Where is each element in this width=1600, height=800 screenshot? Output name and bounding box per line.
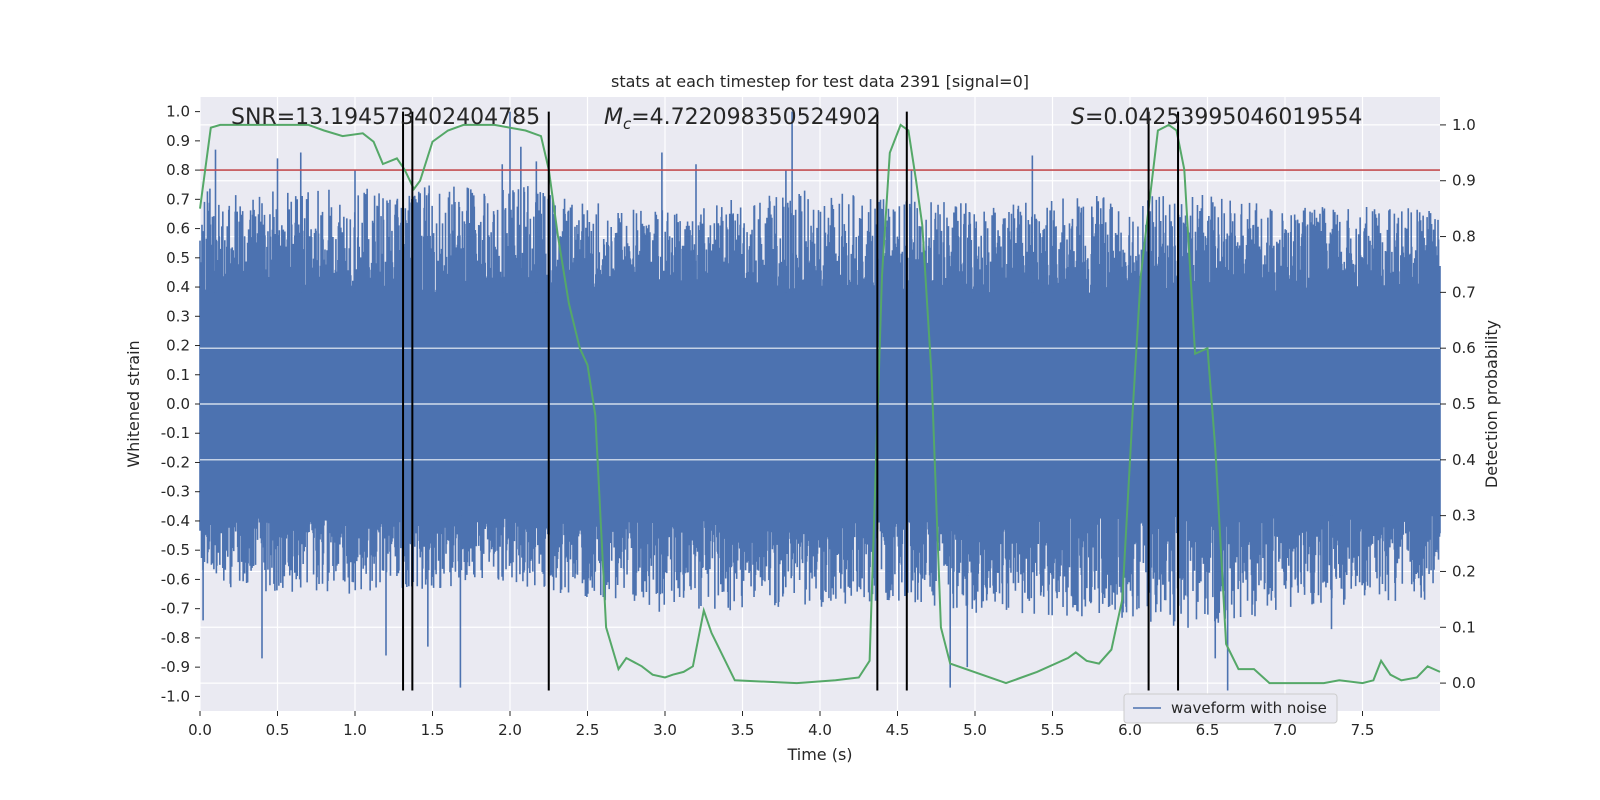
x-axis-label: Time (s) [786,745,852,764]
snr-annotation: SNR=13.194573402404785 [231,105,540,130]
s-symbol: S [1071,105,1085,130]
waveform-layer [199,111,1441,691]
x-tick-label: 0.5 [266,721,290,739]
y-tick-label: -0.6 [161,570,190,588]
y-tick-label: -0.5 [161,541,190,559]
y-tick-label: 0.0 [166,395,190,413]
x-tick-label: 5.0 [963,721,987,739]
x-tick-label: 6.5 [1196,721,1220,739]
y2-tick-label: 0.1 [1452,618,1476,636]
chirp-mass-symbol: M [604,105,623,130]
legend-label: waveform with noise [1171,699,1327,717]
x-tick-label: 4.0 [808,721,832,739]
y2-tick-label: 0.6 [1452,339,1476,357]
x-tick-label: 4.5 [886,721,910,739]
y-tick-label: 0.4 [166,278,190,296]
x-tick-label: 3.5 [731,721,755,739]
y2-axis-label: Detection probability [1482,320,1501,488]
x-tick-label: 5.5 [1041,721,1065,739]
probability-series [199,123,1441,685]
x-tick-label: 7.0 [1273,721,1297,739]
y-tick-label: -0.3 [161,483,190,501]
y-tick-label: 0.2 [166,337,190,355]
y2-tick-label: 0.3 [1452,507,1476,525]
x-tick-label: 1.5 [421,721,445,739]
y2-tick-label: 0.2 [1452,562,1476,580]
s-value: =0.04253995046019554 [1085,105,1362,130]
y2-tick-label: 1.0 [1452,116,1476,134]
y-tick-label: -0.1 [161,424,190,442]
y-tick-label: 0.6 [166,220,190,238]
y-tick-label: 0.1 [166,366,190,384]
y-tick-label: -1.0 [161,687,190,705]
y2-tick-label: 0.9 [1452,172,1476,190]
legend-box [1123,693,1338,724]
probability-layer [199,123,1441,685]
y2-tick-label: 0.8 [1452,228,1476,246]
y-tick-label: -0.7 [161,600,190,618]
x-tick-label: 3.0 [653,721,677,739]
vertical-lines-layer [402,111,1180,691]
chirp-mass-subscript: c [623,115,632,133]
chirp-mass-value: =4.722098350524902 [631,105,880,130]
y-tick-label: 0.5 [166,249,190,267]
y-tick-label: 0.9 [166,132,190,150]
y-tick-label: 0.3 [166,307,190,325]
y-axis-label: Whitened strain [124,340,143,467]
y-tick-label: 1.0 [166,103,190,121]
chart-title: stats at each timestep for test data 239… [611,72,1029,91]
x-tick-label: 6.0 [1118,721,1142,739]
right-axis-ticks: 1.0 0.9 0.8 0.7 0.6 0.5 0.4 0.3 0.2 0.1 0.0 [1440,116,1476,692]
y2-tick-label: 0.5 [1452,395,1476,413]
x-tick-label: 7.5 [1351,721,1375,739]
y2-tick-label: 0.0 [1452,674,1476,692]
y-tick-label: -0.2 [161,453,190,471]
y-tick-label: -0.4 [161,512,190,530]
chirp-mass-annotation: Mc=4.722098350524902 [604,105,881,133]
y2-tick-label: 0.7 [1452,283,1476,301]
y-tick-label: -0.8 [161,629,190,647]
y-tick-label: 0.8 [166,161,190,179]
y2-tick-label: 0.4 [1452,451,1476,469]
y-tick-label: -0.9 [161,658,190,676]
y-tick-label: 0.7 [166,190,190,208]
x-tick-label: 2.5 [576,721,600,739]
s-annotation: S=0.04253995046019554 [1071,105,1362,130]
x-axis-ticks: 0.0 0.5 1.0 1.5 2.0 2.5 3.0 3.5 4.0 4.5 5.0 5.5 6.0 6… [188,711,1374,739]
x-tick-label: 0.0 [188,721,212,739]
legend: waveform with noise [1123,693,1338,724]
left-axis-ticks: 1.0 0.9 0.8 0.7 0.6 0.5 0.4 0.3 0.2 0.1 0.0 -0.1 -0.… [161,103,200,705]
x-tick-label: 1.0 [343,721,367,739]
x-tick-label: 2.0 [498,721,522,739]
